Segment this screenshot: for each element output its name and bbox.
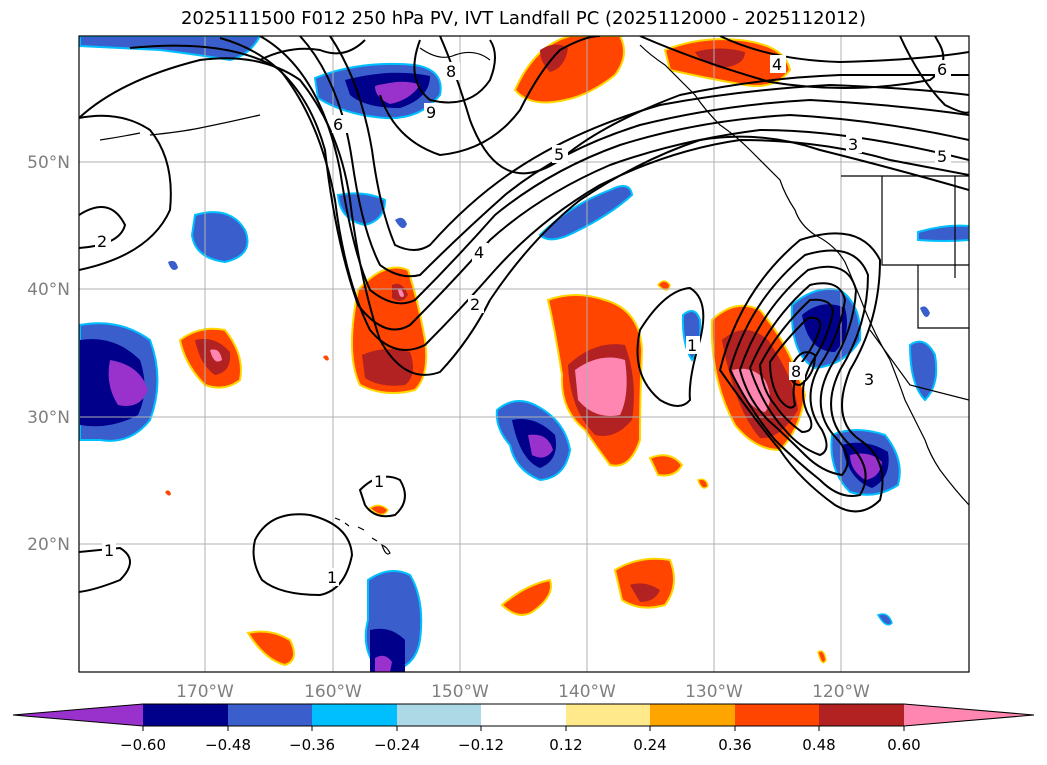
colorbar: −0.60 −0.48 −0.36 −0.24 −0.12 0.12 0.24 … <box>12 703 1035 754</box>
colorbar-tick: 0.12 <box>549 736 582 754</box>
contour-label: 4 <box>474 243 484 262</box>
lon-label: 150°W <box>431 682 489 702</box>
lat-label: 20°N <box>27 535 70 555</box>
contour-label: 2 <box>470 295 480 314</box>
contour-label: 6 <box>937 60 947 79</box>
lat-label: 40°N <box>27 280 70 300</box>
latitude-labels: 50°N 40°N 30°N 20°N <box>27 153 70 555</box>
contour-label: 5 <box>554 145 564 164</box>
colorbar-segment <box>143 704 228 726</box>
colorbar-segment <box>397 704 481 726</box>
contour-label: 1 <box>104 541 114 560</box>
contour-label: 1 <box>687 336 697 355</box>
colorbar-segment <box>228 704 312 726</box>
colorbar-segment <box>735 704 819 726</box>
colorbar-tick: 0.36 <box>718 736 751 754</box>
colorbar-extend-min <box>13 704 143 726</box>
map-title: 2025111500 F012 250 hPa PV, IVT Landfall… <box>180 8 867 29</box>
colorbar-tick: −0.24 <box>374 736 420 754</box>
lat-label: 50°N <box>27 153 70 173</box>
colorbar-extend-max <box>904 704 1034 726</box>
colorbar-segment <box>650 704 735 726</box>
colorbar-tick: −0.12 <box>458 736 504 754</box>
lon-label: 130°W <box>685 682 743 702</box>
graticule <box>79 36 969 672</box>
contour-label: 4 <box>772 55 782 74</box>
colorbar-segment <box>312 704 397 726</box>
contour-label: 3 <box>848 135 858 154</box>
contour-label: 8 <box>791 362 801 381</box>
lon-label: 140°W <box>558 682 616 702</box>
colorbar-tick: 0.24 <box>633 736 666 754</box>
lon-label: 160°W <box>304 682 362 702</box>
colorbar-segment <box>566 704 650 726</box>
colorbar-tick: 0.48 <box>802 736 835 754</box>
contour-label: 6 <box>333 115 343 134</box>
contour-lines <box>79 36 969 597</box>
colorbar-segment <box>819 704 904 726</box>
contour-label: 1 <box>374 472 384 491</box>
colorbar-tick: −0.48 <box>205 736 251 754</box>
lon-label: 170°W <box>176 682 234 702</box>
map-frame <box>78 35 970 673</box>
lat-label: 30°N <box>27 408 70 428</box>
lon-label: 120°W <box>812 682 870 702</box>
colorbar-tick: −0.60 <box>120 736 166 754</box>
contour-label: 5 <box>937 147 947 166</box>
contour-label: 1 <box>327 568 337 587</box>
coastlines <box>99 44 969 555</box>
contour-label: 8 <box>446 62 456 81</box>
colorbar-segment <box>481 704 566 726</box>
map-area: 2 6 8 9 5 4 2 3 5 6 4 1 1 1 <box>79 36 969 672</box>
contour-label: 3 <box>864 370 874 389</box>
positive-anomaly-shading <box>165 36 827 667</box>
contour-label-set: 2 6 8 9 5 4 2 3 5 6 4 1 1 1 <box>95 55 951 587</box>
colorbar-tick: −0.36 <box>289 736 335 754</box>
longitude-labels: 170°W 160°W 150°W 140°W 130°W 120°W <box>176 682 870 702</box>
contour-label: 2 <box>97 232 107 251</box>
colorbar-tick: 0.60 <box>887 736 920 754</box>
contour-label: 9 <box>426 103 436 122</box>
